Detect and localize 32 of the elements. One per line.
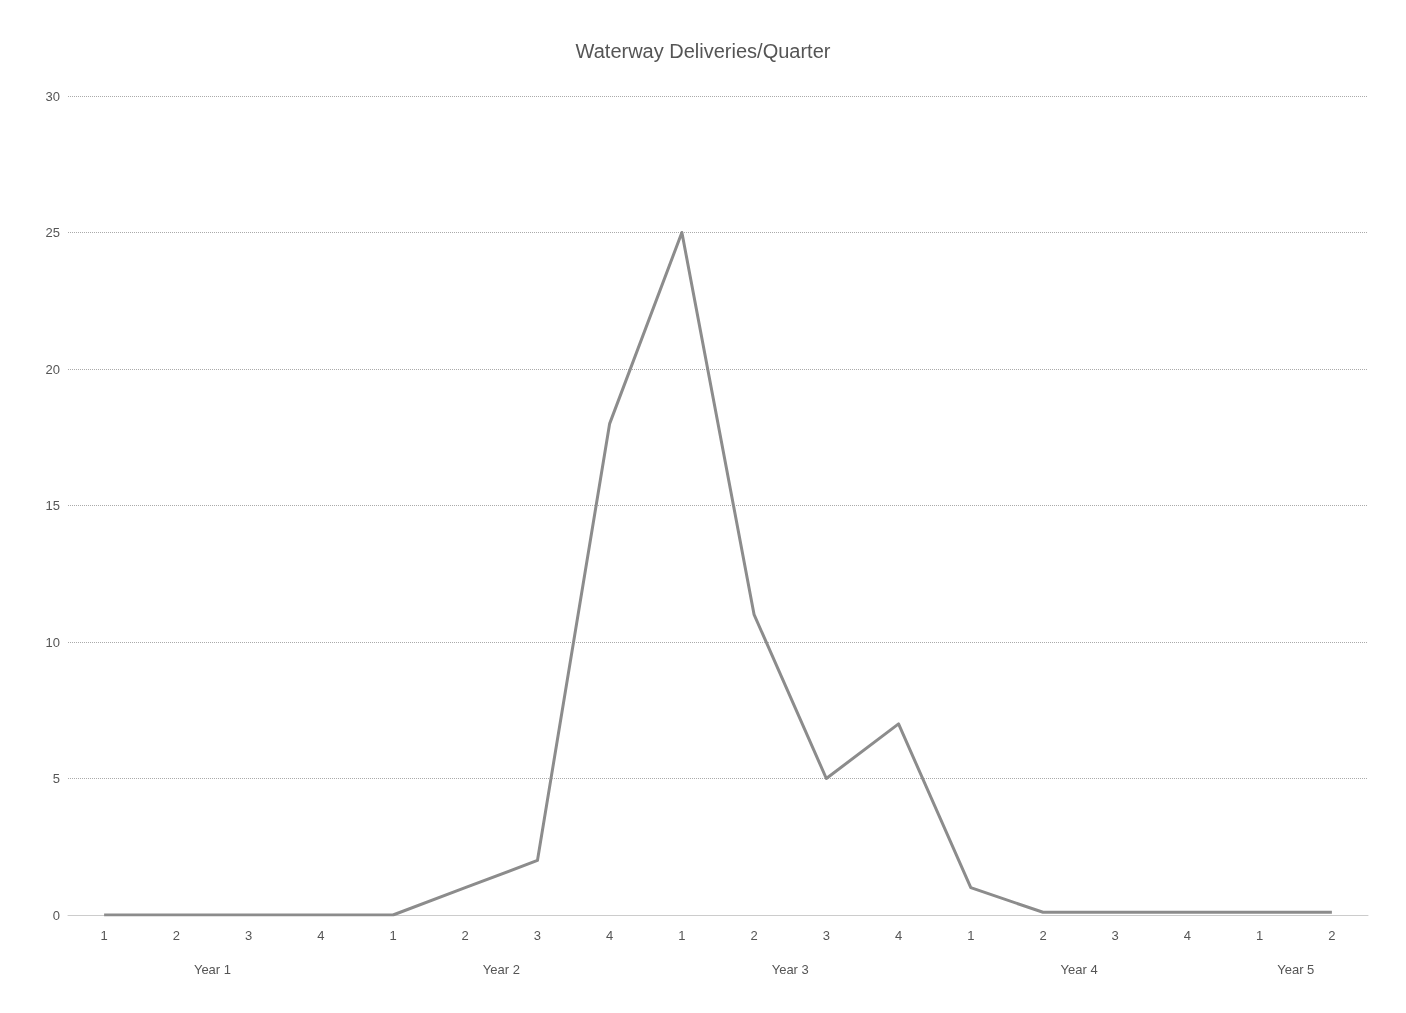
x-tick-label: 4 [606,928,614,943]
line-series [102,231,1334,917]
x-tick-label: 1 [1256,928,1264,943]
y-tick-label: 10 [45,634,60,650]
x-tick-label: 1 [100,928,108,943]
text: Year 1 [193,962,231,977]
text: Year 4 [1060,962,1098,977]
x-tick-label: 4 [894,928,903,943]
x-tick-label: 1 [967,928,975,943]
y-tick-label: 0 [52,907,60,923]
text: Year 2 [482,962,520,977]
x-tick-label: 4 [317,928,325,943]
y-tick-label: 30 [45,88,60,104]
chart-title: Waterway Deliveries/Quarter [575,40,831,62]
text: Year 3 [771,962,809,977]
x-tick-label: 2 [750,928,758,943]
x-tick-label: 1 [389,928,397,943]
y-tick-label: 5 [52,771,60,786]
x-tick-label: 2 [461,928,469,943]
x-tick-label: 3 [244,928,253,943]
x-tick-label: 1 [678,928,686,943]
x-tick-label: 3 [533,928,542,943]
text: Year 5 [1277,962,1315,977]
x-tick-label: 3 [1111,928,1119,943]
y-tick-label: 20 [45,361,60,377]
x-tick-label: 2 [172,928,180,943]
x-tick-label: 4 [1183,928,1192,943]
y-tick-label: 25 [45,225,60,240]
y-tick-label: 15 [45,498,60,513]
x-tick-label: 2 [1328,928,1336,943]
x-tick-label: 2 [1039,928,1047,943]
x-tick-label: 3 [822,928,830,943]
